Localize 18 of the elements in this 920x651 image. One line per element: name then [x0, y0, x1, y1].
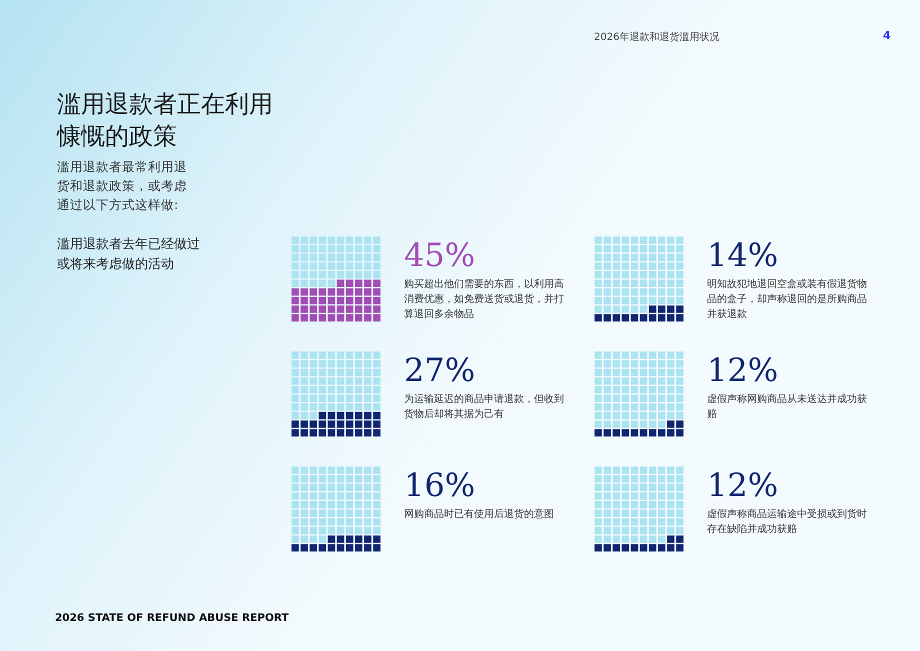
data-label: 14%: [707, 235, 778, 275]
category-label: 明知故犯地退回空盒或装有假退货物品的盒子，却声称退回的是所购商品并获退款: [707, 278, 868, 322]
category-label: 购买超出他们需要的东西，以利用高消费优惠，如免费送货或退货，并打算退回多余物品: [404, 278, 565, 322]
category-label: 网购商品时已有使用后退货的意图: [404, 508, 555, 522]
category-label: 为运输延迟的商品申请退款，但收到货物后却将其据为己有: [404, 392, 565, 422]
data-label: 16%: [404, 465, 476, 505]
text: 滥用退款者最常利用退货和退款政策，或考虑通过以下方式这样做:: [57, 158, 188, 214]
text: 2026年退款和退货滥用状况: [594, 30, 720, 44]
data-label: 45%: [404, 235, 476, 275]
category-label: 虚假声称商品运输途中受损或到货时存在缺陷并成功获赔: [707, 508, 868, 537]
text: 滥用退款者正在利用慷慨的政策: [57, 89, 274, 152]
text: 4: [883, 29, 891, 42]
data-label: 12%: [707, 465, 778, 505]
data-label: 27%: [404, 350, 476, 390]
data-label: 12%: [707, 350, 778, 390]
category-label: 虚假声称网购商品从未送达并成功获赔: [707, 392, 868, 422]
text: 滥用退款者去年已经做过或将来考虑做的活动: [57, 236, 201, 274]
text: 2026 STATE OF REFUND ABUSE REPORT: [55, 612, 289, 624]
